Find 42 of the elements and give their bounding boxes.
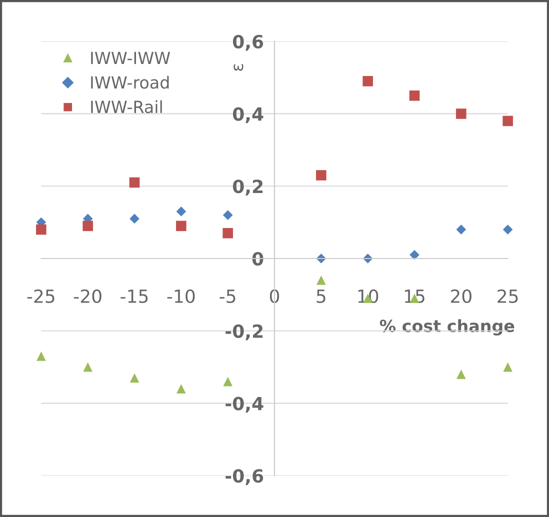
y-axis-title: ε: [234, 64, 244, 71]
x-tick-label: -5: [220, 290, 236, 304]
y-tick-label: -0,6: [226, 469, 264, 486]
point: [223, 376, 232, 386]
point: [502, 224, 513, 234]
point: [176, 220, 186, 232]
legend-label: IWW-IWW: [91, 52, 170, 64]
x-tick-label: -20: [74, 289, 102, 304]
point: [316, 170, 326, 180]
point: [410, 250, 420, 260]
point: [222, 210, 233, 220]
y-tick-label: 0,6: [232, 34, 264, 51]
point: [409, 90, 420, 101]
point: [36, 224, 46, 235]
x-tick-label: -10: [167, 289, 195, 304]
point: [129, 177, 140, 188]
point: [456, 370, 466, 379]
point: [82, 220, 93, 232]
point: [502, 116, 513, 126]
x-tick-label: -25: [27, 289, 54, 304]
point: [362, 76, 373, 86]
point: [222, 228, 233, 238]
legend-label: IWW-Rail: [91, 100, 162, 114]
x-tick-label: 25: [498, 289, 518, 304]
point: [456, 224, 466, 234]
point: [176, 384, 186, 394]
point: [83, 362, 92, 372]
point: [176, 206, 186, 216]
point: [130, 373, 140, 383]
point: [503, 362, 512, 372]
x-tick-label: -15: [120, 290, 148, 304]
point: [316, 276, 326, 285]
point: [36, 352, 46, 361]
y-tick-label: -0,4: [226, 396, 264, 413]
y-tick-label: -0,2: [226, 324, 263, 340]
point: [456, 108, 466, 119]
x-tick-label: 20: [450, 289, 472, 304]
y-tick-label: 0,4: [232, 107, 264, 124]
y-tick-label: 0,2: [232, 180, 263, 196]
point: [130, 214, 140, 224]
x-tick-label: 5: [316, 290, 326, 304]
legend-label: IWW-road: [91, 76, 169, 89]
